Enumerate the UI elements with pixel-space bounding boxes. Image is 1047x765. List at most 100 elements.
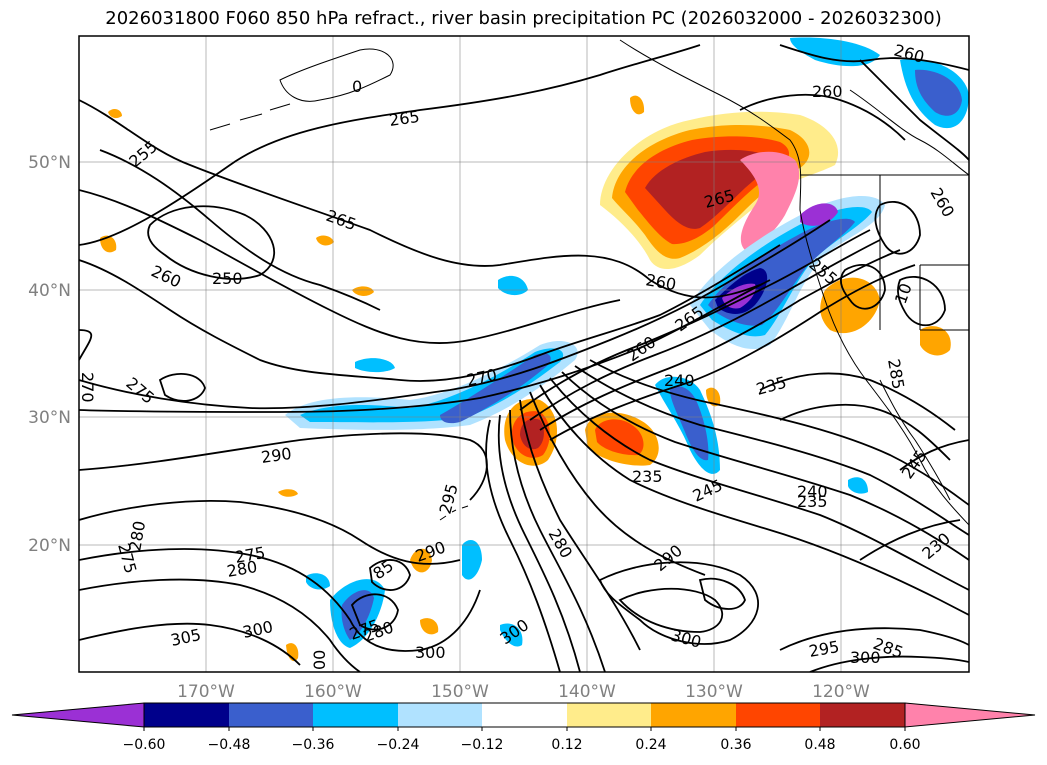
contour-line <box>874 200 921 255</box>
contour-line <box>589 359 969 506</box>
contour-label: 0 <box>352 77 362 96</box>
negative-anomaly-region <box>915 69 962 116</box>
latitude-axis: 50°N 40°N 30°N 20°N <box>28 153 71 556</box>
contour-label: 235 <box>797 492 828 511</box>
contour-line <box>859 519 961 561</box>
positive-anomaly-region <box>645 149 769 229</box>
contour-line <box>350 593 399 631</box>
coastlines <box>209 39 969 526</box>
contour-label: 260 <box>812 82 843 101</box>
aleutian-islands <box>209 103 291 131</box>
map-title: 2026031800 F060 850 hPa refract., river … <box>105 8 942 29</box>
contour-line <box>79 578 361 672</box>
colorbar-tick-label: −0.48 <box>208 737 251 753</box>
alaska-coastline <box>279 48 394 102</box>
precipitation-shading <box>100 37 969 662</box>
contour-label: 240 <box>797 482 828 501</box>
contour-line <box>99 149 381 311</box>
contour-line <box>79 44 701 246</box>
refractivity-contours <box>79 44 969 672</box>
contour-label: 240 <box>664 371 695 390</box>
lat-tick-label: 20°N <box>28 536 71 556</box>
contour-line <box>79 329 93 361</box>
colorbar-tick-label: 0.60 <box>889 737 920 753</box>
canada-coastline <box>849 89 969 176</box>
contour-line <box>369 559 411 591</box>
contour-line <box>497 414 581 672</box>
positive-anomaly-region <box>920 326 951 356</box>
lon-tick-label: 160°W <box>304 682 362 702</box>
negative-anomaly-region <box>440 353 551 424</box>
positive-anomaly-region <box>100 235 117 253</box>
contour-line <box>779 44 969 71</box>
colorbar-segment <box>229 703 313 727</box>
colorbar-tick-label: 0.12 <box>551 737 582 753</box>
negative-anomaly-region <box>355 358 395 373</box>
contour-line <box>79 189 621 345</box>
positive-anomaly-region <box>278 489 298 497</box>
north-america-coastline <box>619 39 969 526</box>
contour-label: 00 <box>310 650 329 670</box>
positive-anomaly-region <box>740 151 800 250</box>
baja-coastline <box>879 379 951 501</box>
contour-line <box>158 373 206 402</box>
contour-line <box>839 264 886 310</box>
negative-anomaly-region <box>848 477 868 494</box>
contour-line <box>698 577 746 610</box>
lon-tick-label: 120°W <box>812 682 870 702</box>
colorbar-tick-label: 0.48 <box>804 737 835 753</box>
lon-tick-label: 170°W <box>177 682 235 702</box>
positive-anomaly-region <box>352 286 374 296</box>
colorbar-ticks <box>143 727 906 731</box>
positive-anomaly-region <box>410 548 432 573</box>
positive-anomaly-region <box>286 643 299 662</box>
colorbar-tick-label: 0.24 <box>635 737 666 753</box>
colorbar-segment <box>313 703 398 727</box>
positive-anomaly-region <box>820 277 880 334</box>
colorbar-tick-label: 0.36 <box>720 737 751 753</box>
contour-line <box>574 365 969 536</box>
colorbar-segment <box>482 703 567 727</box>
colorbar-frame <box>143 702 906 728</box>
contour-line <box>519 399 641 651</box>
contour-line <box>897 275 946 327</box>
lat-tick-label: 30°N <box>28 408 71 428</box>
contour-line <box>79 622 301 666</box>
negative-anomaly-region <box>462 540 482 580</box>
map-plot-area <box>79 36 969 672</box>
colorbar-tick-label: −0.24 <box>377 737 420 753</box>
colorbar-segment <box>651 703 736 727</box>
negative-anomaly-region <box>670 386 709 461</box>
contour-line <box>859 59 969 161</box>
positive-anomaly-region <box>316 235 334 246</box>
contour-line <box>598 561 759 645</box>
negative-anomaly-region <box>306 573 330 590</box>
colorbar-extend-low <box>11 702 145 728</box>
contour-line <box>779 403 951 461</box>
colorbar-segment <box>398 703 482 727</box>
contour-line <box>739 93 906 141</box>
positive-anomaly-region <box>520 418 544 450</box>
graticule <box>79 36 969 672</box>
contour-line <box>539 249 901 431</box>
negative-anomaly-region <box>500 623 523 647</box>
contour-line <box>79 548 481 652</box>
lon-tick-label: 130°W <box>685 682 743 702</box>
contour-line <box>79 219 831 410</box>
contour-line <box>561 371 969 561</box>
colorbar-segment <box>567 703 651 727</box>
contour-label: 300 <box>415 643 446 662</box>
contour-line <box>618 587 724 633</box>
positive-anomaly-region <box>595 419 644 456</box>
contour-line <box>79 244 781 382</box>
colorbar-tick-label: −0.12 <box>461 737 504 753</box>
colorbar-tick-label: −0.60 <box>123 737 166 753</box>
contour-line <box>79 500 461 565</box>
positive-anomaly-region <box>108 109 122 119</box>
colorbar-extend-high <box>904 702 1036 728</box>
contour-line <box>759 372 956 431</box>
colorbar-segment <box>736 703 820 727</box>
contour-line <box>899 439 969 471</box>
hawaii-islands <box>439 505 469 521</box>
